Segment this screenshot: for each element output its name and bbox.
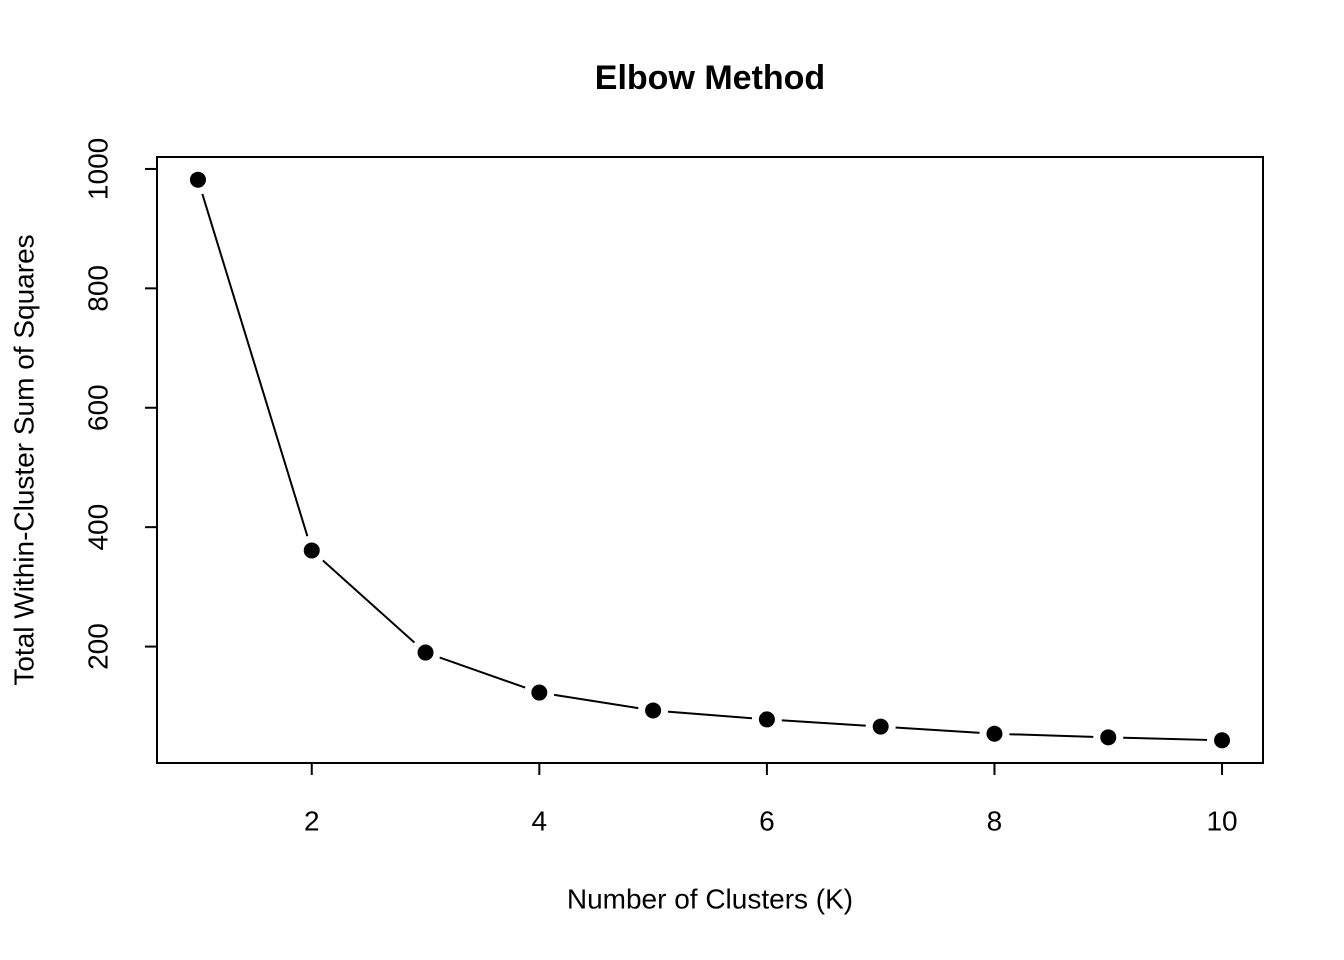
data-point: [1207, 725, 1238, 756]
y-tick-label: 200: [82, 623, 113, 670]
x-tick-label: 2: [304, 805, 320, 836]
y-tick-label: 400: [82, 504, 113, 551]
x-tick-label: 10: [1206, 805, 1237, 836]
data-point: [410, 637, 441, 668]
chart-title: Elbow Method: [595, 59, 825, 97]
x-axis-label: Number of Clusters (K): [567, 883, 853, 914]
data-point: [296, 535, 327, 566]
y-tick-label: 800: [82, 265, 113, 312]
data-point: [1093, 722, 1124, 753]
data-point: [182, 164, 213, 195]
y-tick-label: 1000: [82, 138, 113, 200]
series-line: [197, 179, 1223, 742]
data-point: [751, 704, 782, 735]
x-tick-label: 6: [759, 805, 775, 836]
plot-frame: [156, 156, 1264, 764]
data-point: [865, 711, 896, 742]
data-point: [524, 677, 555, 708]
data-point: [638, 695, 669, 726]
y-tick-label: 600: [82, 384, 113, 431]
data-point: [979, 718, 1010, 749]
y-axis-label: Total Within-Cluster Sum of Squares: [8, 234, 39, 685]
x-tick-label: 4: [532, 805, 548, 836]
x-tick-label: 8: [987, 805, 1003, 836]
